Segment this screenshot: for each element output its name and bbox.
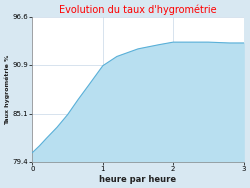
Title: Evolution du taux d'hygrométrie: Evolution du taux d'hygrométrie	[59, 4, 217, 15]
X-axis label: heure par heure: heure par heure	[100, 175, 176, 184]
Y-axis label: Taux hygrométrie %: Taux hygrométrie %	[4, 54, 10, 124]
